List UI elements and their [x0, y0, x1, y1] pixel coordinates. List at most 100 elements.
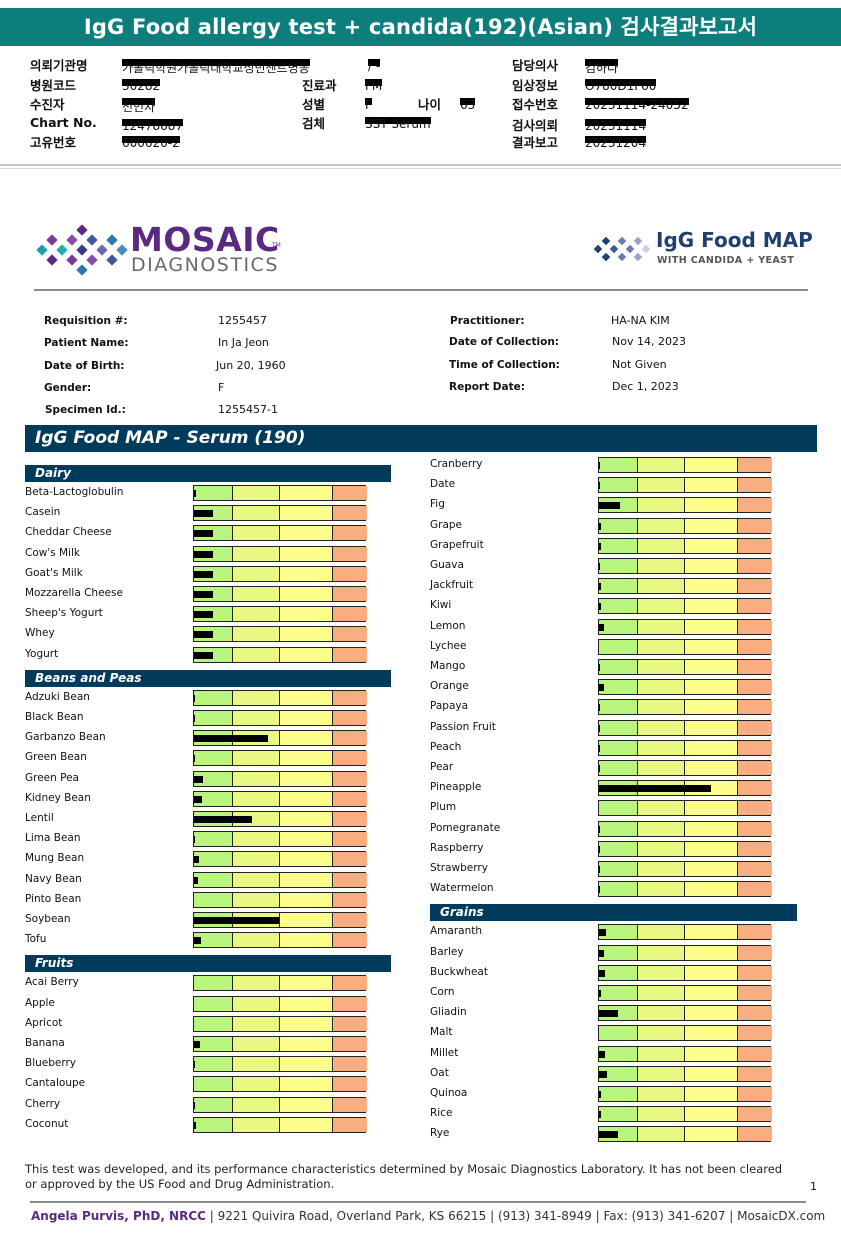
result-bar: [598, 537, 772, 554]
result-zone: [232, 546, 279, 561]
result-zone: [232, 1117, 279, 1132]
food-row: Cherry: [25, 1096, 425, 1114]
mosaic-logo-icon: [36, 224, 128, 276]
food-row: Sheep's Yogurt: [25, 606, 425, 623]
result-value-mark: [194, 735, 268, 743]
result-zone: [737, 1006, 772, 1021]
result-value-mark: [599, 704, 600, 712]
patient-value: Not Given: [612, 358, 667, 371]
result-zone: [637, 680, 684, 695]
result-zone: [637, 700, 684, 715]
result-value-mark: [194, 1041, 200, 1048]
food-row: Beta-Lactoglobulin: [25, 485, 425, 502]
info-label: 접수번호: [512, 97, 559, 112]
result-bar: [598, 598, 772, 615]
food-name: Adzuki Bean: [25, 690, 90, 703]
food-name: Apple: [25, 996, 55, 1009]
food-name: Cantaloupe: [25, 1077, 86, 1090]
food-name: Kidney Bean: [25, 791, 91, 804]
result-zone: [637, 559, 684, 573]
result-value-mark: [599, 563, 600, 570]
food-name: Blueberry: [25, 1057, 77, 1070]
result-zone: [637, 1006, 684, 1021]
result-zone: [279, 771, 332, 786]
result-zone: [637, 579, 684, 594]
result-zone: [279, 711, 332, 725]
food-name: Mung Bean: [25, 852, 85, 865]
info-value: SST Serum: [365, 117, 431, 131]
food-row: Black Bean: [25, 710, 425, 727]
result-zone: [332, 791, 367, 806]
result-zone: [332, 872, 367, 887]
result-bar: [193, 1076, 367, 1093]
result-bar: [598, 578, 772, 595]
patient-value: Nov 14, 2023: [612, 335, 686, 348]
patient-label: Date of Collection:: [449, 336, 560, 348]
food-name: Navy Bean: [25, 872, 82, 885]
result-zone: [599, 862, 637, 876]
result-zone: [637, 740, 684, 755]
result-value-mark: [194, 856, 199, 864]
result-zone: [684, 965, 737, 980]
food-name: Guava: [430, 559, 464, 571]
result-zone: [637, 801, 684, 816]
food-row: Grapefruit: [430, 537, 830, 555]
result-zone: [599, 821, 637, 836]
result-zone: [737, 801, 772, 816]
food-name: Pear: [430, 761, 454, 773]
food-row: Cheddar Cheese: [25, 525, 425, 542]
result-bar: [598, 618, 772, 635]
result-zone: [599, 518, 637, 533]
info-value: 63: [460, 98, 476, 112]
result-zone: [637, 945, 684, 960]
info-label: 고유번호: [30, 135, 77, 150]
result-zone: [599, 680, 637, 695]
food-name: Passion Fruit: [430, 720, 496, 733]
food-row: Millet: [430, 1045, 830, 1063]
patient-value: In Ja Jeon: [218, 336, 269, 349]
result-zone: [684, 740, 737, 755]
result-zone: [684, 639, 737, 654]
food-row: Cantaloupe: [25, 1076, 425, 1093]
result-value-mark: [194, 1061, 195, 1069]
food-name: Quinoa: [430, 1087, 468, 1099]
result-bar: [598, 558, 772, 574]
result-bar: [193, 646, 367, 663]
food-name: Pinto Bean: [25, 892, 82, 905]
result-zone: [599, 599, 637, 614]
food-name: Strawberry: [430, 862, 488, 874]
result-bar: [598, 964, 772, 981]
result-zone: [232, 832, 279, 847]
result-zone: [637, 761, 684, 775]
food-name: Garbanzo Bean: [25, 731, 106, 744]
result-zone: [637, 498, 684, 513]
result-bar: [598, 699, 772, 716]
patient-label: Time of Collection:: [449, 359, 560, 371]
food-row: Gliadin: [430, 1005, 830, 1022]
result-zone: [684, 986, 737, 1000]
result-bar: [598, 861, 772, 877]
food-name: Pomegranate: [430, 821, 501, 834]
result-bar: [193, 606, 367, 623]
food-name: Orange: [430, 680, 469, 693]
food-row: Mango: [430, 659, 830, 676]
result-zone: [232, 526, 279, 541]
result-zone: [684, 1026, 737, 1041]
result-bar: [598, 1065, 772, 1082]
info-value: 전인자: [122, 98, 156, 114]
food-row: Goat's Milk: [25, 565, 425, 583]
result-zone: [279, 1097, 332, 1112]
result-zone: [332, 1097, 367, 1112]
result-zone: [737, 965, 772, 980]
disclaimer: This test was developed, and its perform…: [25, 1162, 782, 1192]
result-bar: [598, 780, 772, 797]
result-zone: [332, 1117, 367, 1132]
category-header: Fruits: [25, 955, 391, 973]
food-name: Casein: [25, 506, 61, 519]
result-zone: [637, 619, 684, 634]
info-label: 성별: [302, 97, 326, 112]
result-value-mark: [599, 866, 600, 873]
food-row: Malt: [430, 1025, 830, 1042]
food-row: Soybean: [25, 912, 425, 929]
food-name: Kiwi: [430, 599, 452, 612]
